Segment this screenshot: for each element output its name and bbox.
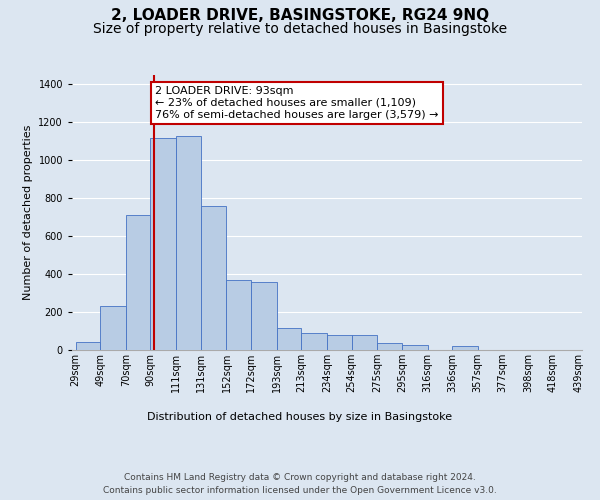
Bar	[176, 136, 201, 350]
Bar	[327, 335, 352, 350]
Text: Contains HM Land Registry data © Crown copyright and database right 2024.: Contains HM Land Registry data © Crown c…	[124, 472, 476, 482]
Text: Contains public sector information licensed under the Open Government Licence v3: Contains public sector information licen…	[103, 486, 497, 495]
Text: 2 LOADER DRIVE: 93sqm
← 23% of detached houses are smaller (1,109)
76% of semi-d: 2 LOADER DRIVE: 93sqm ← 23% of detached …	[155, 86, 439, 120]
Bar	[251, 282, 277, 350]
Bar	[126, 216, 151, 350]
Bar	[76, 342, 100, 350]
Y-axis label: Number of detached properties: Number of detached properties	[23, 125, 33, 300]
Bar	[452, 346, 478, 350]
Bar	[151, 138, 176, 350]
Bar	[301, 333, 327, 350]
Bar	[100, 306, 126, 350]
Bar	[226, 280, 251, 350]
Bar	[402, 346, 428, 350]
Text: Size of property relative to detached houses in Basingstoke: Size of property relative to detached ho…	[93, 22, 507, 36]
Text: 2, LOADER DRIVE, BASINGSTOKE, RG24 9NQ: 2, LOADER DRIVE, BASINGSTOKE, RG24 9NQ	[111, 8, 489, 22]
Bar	[277, 328, 301, 350]
Bar	[201, 206, 226, 350]
Bar	[377, 344, 402, 350]
Text: Distribution of detached houses by size in Basingstoke: Distribution of detached houses by size …	[148, 412, 452, 422]
Bar	[352, 335, 377, 350]
